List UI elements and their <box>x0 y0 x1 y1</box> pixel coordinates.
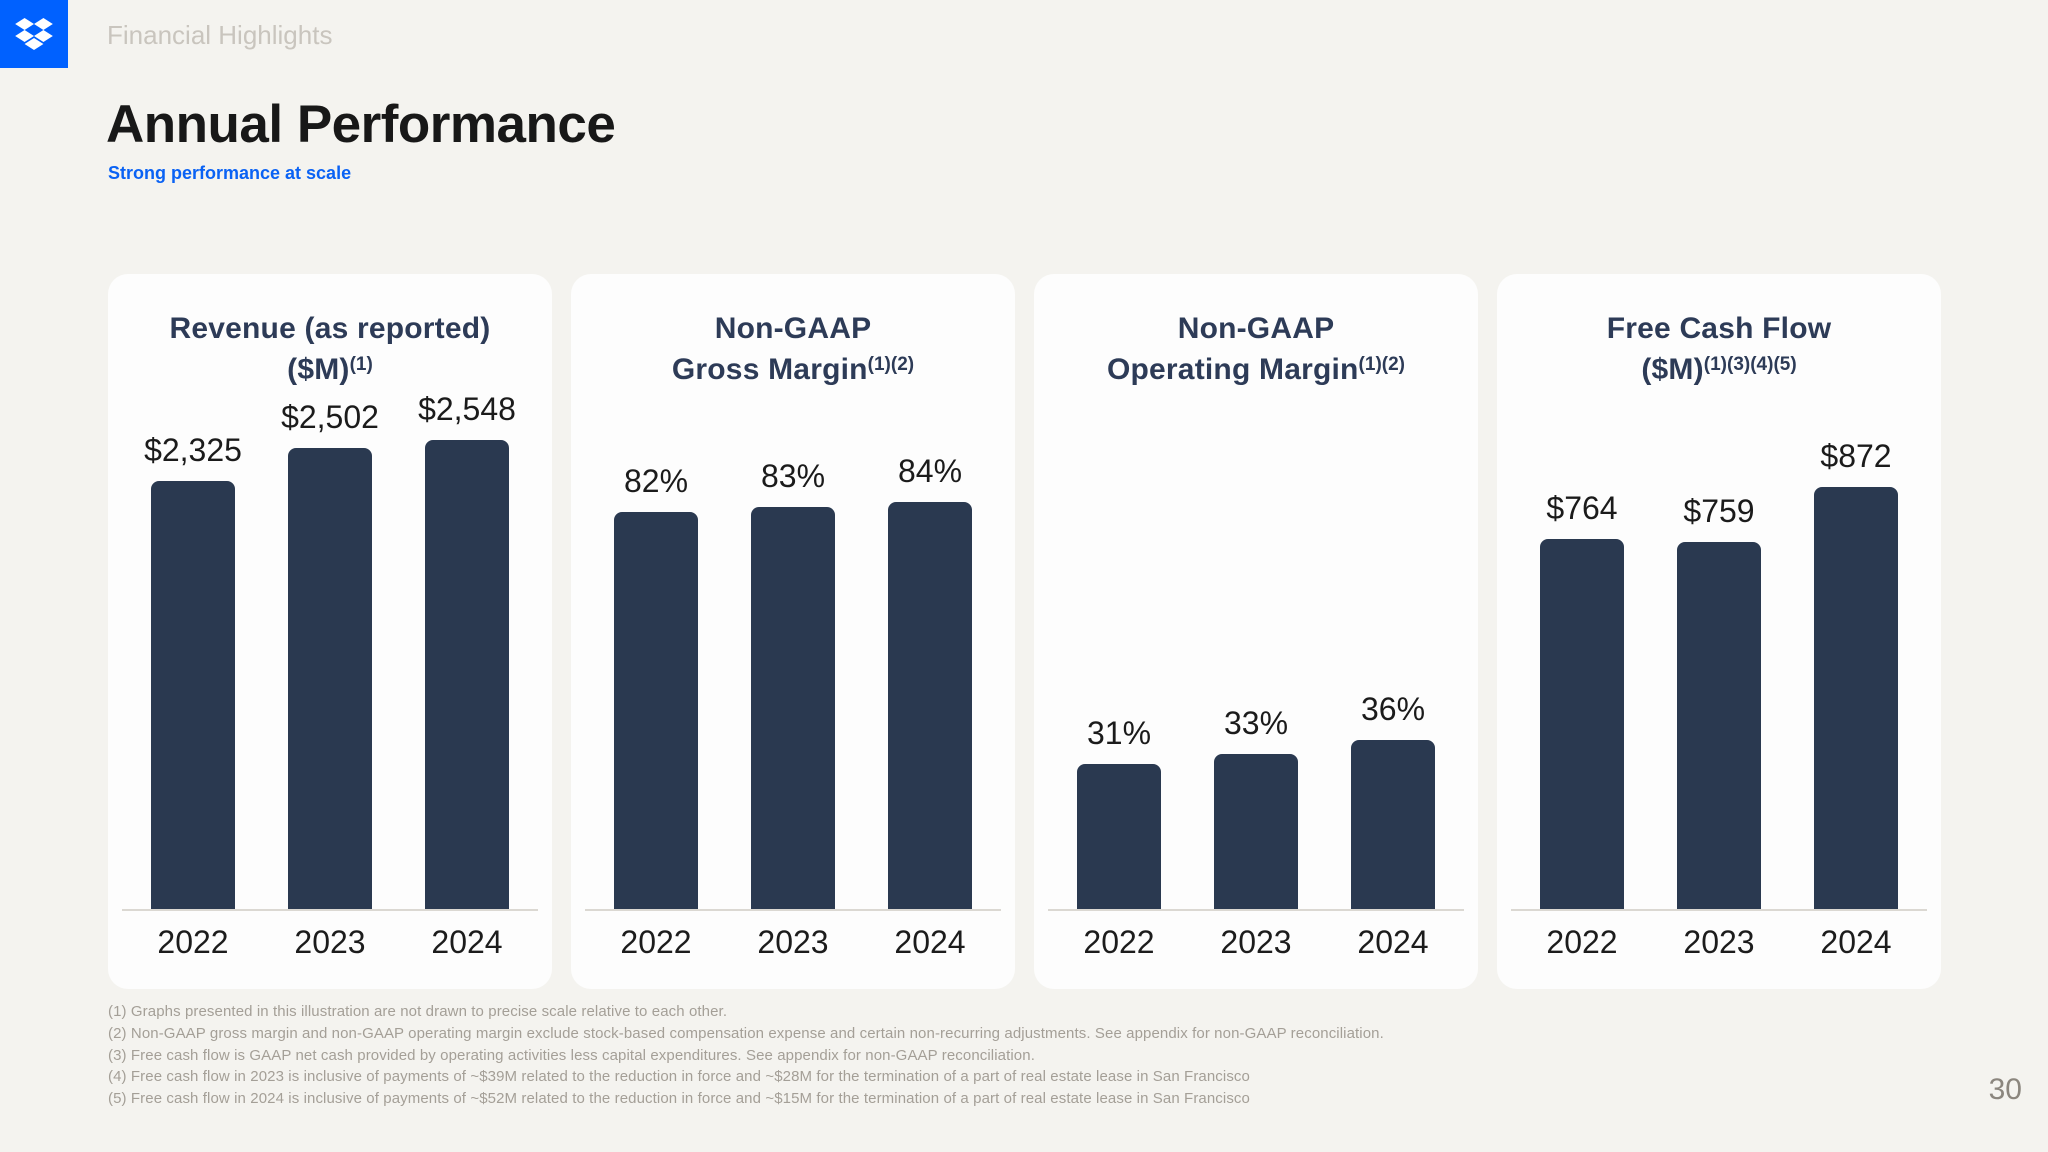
bar-group: 31% <box>1077 715 1161 910</box>
bar-group: $2,325 <box>144 432 242 910</box>
bar-group: 83% <box>751 458 835 910</box>
bar-value-label: $2,548 <box>418 391 516 427</box>
bars-row: $764 $759 $872 <box>1497 274 1941 910</box>
charts-row: Revenue (as reported) ($M)(1) $2,325 $2,5… <box>108 274 1941 989</box>
x-axis-tick-label: 2023 <box>294 924 366 960</box>
bar-value-label: 84% <box>897 453 963 489</box>
chart-title-line2-footnote-refs: (1)(2) <box>1358 354 1405 375</box>
bar-group: $2,502 <box>281 399 379 910</box>
x-axis-line <box>585 909 1001 911</box>
bar <box>1677 542 1761 910</box>
footnote-line: (2) Non-GAAP gross margin and non-GAAP o… <box>108 1024 1384 1042</box>
x-axis-tick-label: 2022 <box>1083 924 1155 960</box>
chart-title-line1: Revenue (as reported) <box>169 312 491 345</box>
x-axis-tick-label: 2024 <box>1820 924 1892 960</box>
chart-title-line2-footnote-refs: (1) <box>349 354 373 375</box>
bar-value-label: $2,502 <box>281 399 379 435</box>
bar-value-label: $2,325 <box>144 432 242 468</box>
footnote-line: (3) Free cash flow is GAAP net cash prov… <box>108 1046 1035 1064</box>
ticks-row: 2022 2023 2024 <box>571 924 1015 961</box>
chart-title-line2: ($M) <box>1641 353 1704 386</box>
chart-card: Non-GAAP Gross Margin(1)(2) 82% 83% 84% 20… <box>571 274 1015 989</box>
bar <box>288 448 372 910</box>
x-axis-tick-label: 2024 <box>894 924 966 960</box>
bar-group: $764 <box>1540 490 1624 910</box>
chart-title: Non-GAAP Operating Margin(1)(2) <box>1034 310 1478 392</box>
bar-value-label: 83% <box>760 458 826 494</box>
ticks-row: 2022 2023 2024 <box>108 924 552 961</box>
footnote-line: (5) Free cash flow in 2024 is inclusive … <box>108 1090 1250 1108</box>
bar <box>1814 487 1898 910</box>
bars-row: 82% 83% 84% <box>571 274 1015 910</box>
chart-title-line2: Gross Margin <box>671 353 868 386</box>
x-axis-tick-label: 2024 <box>1357 924 1429 960</box>
footnote-line: (4) Free cash flow in 2023 is inclusive … <box>108 1068 1250 1086</box>
bar-value-label: $759 <box>1683 493 1755 529</box>
bar <box>1077 764 1161 910</box>
chart-title: Non-GAAP Gross Margin(1)(2) <box>571 310 1015 392</box>
bar <box>151 481 235 910</box>
bar <box>425 440 509 910</box>
bar-value-label: $872 <box>1820 438 1892 474</box>
x-axis-tick-label: 2023 <box>1683 924 1755 960</box>
bar-group: $872 <box>1814 438 1898 910</box>
page-number: 30 <box>1988 1073 2022 1106</box>
chart-title: Free Cash Flow ($M)(1)(3)(4)(5) <box>1497 310 1941 392</box>
bar-value-label: 36% <box>1360 691 1426 727</box>
bar-group: 33% <box>1214 705 1298 910</box>
x-axis-tick-label: 2022 <box>157 924 229 960</box>
chart-title-line2-footnote-refs: (1)(2) <box>867 354 915 375</box>
breadcrumb: Financial Highlights <box>107 20 333 50</box>
chart-title-line2: ($M) <box>287 353 350 386</box>
dropbox-logo <box>0 0 68 68</box>
page-title: Annual Performance <box>106 95 616 154</box>
chart-title-line1: Non-GAAP <box>714 312 872 345</box>
chart-card: Non-GAAP Operating Margin(1)(2) 31% 33% 36… <box>1034 274 1478 989</box>
chart-card: Revenue (as reported) ($M)(1) $2,325 $2,5… <box>108 274 552 989</box>
bar <box>1351 740 1435 910</box>
bar-value-label: 31% <box>1086 715 1152 751</box>
x-axis-line <box>1511 909 1927 911</box>
chart-card: Free Cash Flow ($M)(1)(3)(4)(5) $764 $759… <box>1497 274 1941 989</box>
chart-title: Revenue (as reported) ($M)(1) <box>108 310 552 392</box>
ticks-row: 2022 2023 2024 <box>1497 924 1941 961</box>
x-axis-tick-label: 2022 <box>620 924 692 960</box>
bar-group: $2,548 <box>418 391 516 910</box>
bars-row: 31% 33% 36% <box>1034 274 1478 910</box>
footnote-line: (1) Graphs presented in this illustratio… <box>108 1003 728 1020</box>
dropbox-icon <box>15 18 53 50</box>
bar <box>751 507 835 910</box>
page-subtitle: Strong performance at scale <box>108 163 352 183</box>
chart-title-line2-footnote-refs: (1)(3)(4)(5) <box>1703 354 1797 375</box>
bar-group: $759 <box>1677 493 1761 910</box>
chart-title-line1: Free Cash Flow <box>1606 312 1832 345</box>
x-axis-tick-label: 2023 <box>1220 924 1292 960</box>
x-axis-line <box>122 909 538 911</box>
bar <box>1214 754 1298 910</box>
bar-group: 82% <box>614 463 698 910</box>
bar <box>1540 539 1624 910</box>
footnotes: (1) Graphs presented in this illustratio… <box>108 1001 1384 1110</box>
x-axis-tick-label: 2023 <box>757 924 829 960</box>
bar <box>614 512 698 910</box>
bar-value-label: 82% <box>623 463 689 499</box>
bar-value-label: $764 <box>1546 490 1618 526</box>
chart-title-line1: Non-GAAP <box>1177 312 1335 345</box>
bar-group: 84% <box>888 453 972 910</box>
bar-value-label: 33% <box>1223 705 1289 741</box>
ticks-row: 2022 2023 2024 <box>1034 924 1478 961</box>
x-axis-tick-label: 2022 <box>1546 924 1618 960</box>
chart-title-line2: Operating Margin <box>1106 353 1359 386</box>
bar <box>888 502 972 910</box>
bar-group: 36% <box>1351 691 1435 910</box>
bars-row: $2,325 $2,502 $2,548 <box>108 274 552 910</box>
x-axis-line <box>1048 909 1464 911</box>
x-axis-tick-label: 2024 <box>431 924 503 960</box>
